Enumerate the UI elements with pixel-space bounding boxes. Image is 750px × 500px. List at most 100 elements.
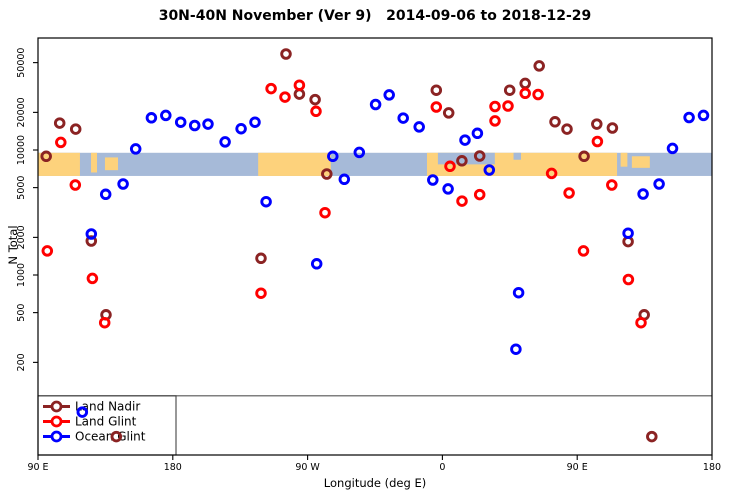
point-land-nadir bbox=[591, 118, 603, 130]
x-tick-label: 90 W bbox=[295, 462, 320, 473]
point-land-glint bbox=[519, 87, 531, 100]
map-band-land-segment bbox=[38, 152, 80, 176]
x-tick-label: 0 bbox=[439, 462, 445, 473]
point-ocean-glint bbox=[160, 109, 172, 122]
point-ocean-glint bbox=[129, 143, 142, 155]
legend-label: Ocean Glint bbox=[75, 430, 146, 444]
point-land-nadir bbox=[473, 150, 486, 162]
point-ocean-glint bbox=[683, 111, 695, 124]
point-land-glint bbox=[430, 101, 443, 113]
point-land-glint bbox=[563, 187, 575, 199]
point-land-glint bbox=[456, 195, 468, 207]
point-land-glint bbox=[310, 105, 322, 118]
point-land-glint bbox=[606, 179, 618, 191]
point-land-glint bbox=[489, 115, 501, 127]
point-ocean-glint bbox=[249, 116, 261, 128]
point-land-glint bbox=[444, 160, 456, 173]
y-tick-label: 50000 bbox=[16, 48, 27, 78]
point-land-nadir bbox=[69, 123, 82, 135]
legend-marker-circle bbox=[50, 415, 63, 428]
legend-label: Land Nadir bbox=[75, 400, 140, 414]
point-land-nadir bbox=[280, 48, 292, 60]
point-land-nadir bbox=[549, 116, 561, 128]
point-land-glint bbox=[255, 287, 267, 299]
point-land-glint bbox=[41, 245, 54, 257]
point-ocean-glint bbox=[510, 343, 522, 355]
point-land-glint bbox=[293, 79, 306, 91]
point-land-glint bbox=[265, 82, 277, 95]
y-tick-label: 500 bbox=[16, 304, 27, 322]
map-band-land-segment bbox=[631, 156, 650, 168]
x-axis-title: Longitude (deg E) bbox=[323, 476, 427, 490]
map-band-land-segment bbox=[104, 157, 118, 171]
point-land-glint bbox=[69, 179, 82, 191]
point-ocean-glint bbox=[471, 127, 484, 140]
legend-label: Land Glint bbox=[75, 415, 137, 429]
point-ocean-glint bbox=[383, 89, 395, 101]
y-tick-label: 5000 bbox=[16, 176, 27, 200]
point-land-nadir bbox=[110, 430, 123, 443]
plot-border bbox=[37, 37, 713, 456]
point-ocean-glint bbox=[260, 195, 272, 208]
point-land-nadir bbox=[85, 235, 98, 247]
point-land-nadir bbox=[442, 107, 455, 119]
point-land-glint bbox=[591, 135, 604, 148]
point-ocean-glint bbox=[85, 228, 98, 240]
point-land-glint bbox=[55, 136, 67, 149]
point-ocean-glint bbox=[442, 183, 454, 195]
point-ocean-glint bbox=[637, 188, 649, 200]
y-axis-title: N Total bbox=[6, 225, 20, 265]
point-land-glint bbox=[502, 100, 514, 112]
point-land-nadir bbox=[40, 150, 52, 163]
point-land-nadir bbox=[578, 150, 590, 163]
point-ocean-glint bbox=[427, 174, 439, 186]
point-land-nadir bbox=[561, 123, 573, 135]
x-tick-label: 90 E bbox=[567, 462, 588, 473]
point-ocean-glint bbox=[219, 136, 231, 148]
point-ocean-glint bbox=[622, 227, 634, 239]
point-ocean-glint bbox=[99, 188, 112, 201]
point-ocean-glint bbox=[145, 112, 158, 124]
point-ocean-glint bbox=[235, 122, 247, 135]
point-ocean-glint bbox=[697, 109, 710, 122]
y-tick-label: 1000 bbox=[16, 263, 27, 287]
point-ocean-glint bbox=[310, 258, 323, 270]
point-land-glint bbox=[577, 245, 590, 257]
point-land-nadir bbox=[456, 155, 468, 167]
x-tick-label: 90 E bbox=[27, 462, 48, 473]
point-ocean-glint bbox=[397, 112, 409, 124]
point-ocean-glint bbox=[174, 116, 187, 128]
point-land-glint bbox=[86, 272, 99, 285]
point-ocean-glint bbox=[653, 178, 665, 190]
legend-marker-circle bbox=[50, 400, 63, 413]
y-tick-label: 20000 bbox=[16, 97, 27, 127]
point-ocean-glint bbox=[327, 150, 339, 163]
point-land-nadir bbox=[503, 84, 516, 96]
point-land-glint bbox=[545, 167, 558, 180]
point-ocean-glint bbox=[666, 142, 679, 155]
point-ocean-glint bbox=[483, 164, 496, 176]
point-ocean-glint bbox=[459, 134, 471, 146]
point-ocean-glint bbox=[188, 119, 201, 132]
point-land-nadir bbox=[53, 117, 66, 129]
point-land-glint bbox=[622, 273, 635, 286]
map-band-land-segment bbox=[620, 152, 628, 167]
point-land-glint bbox=[532, 88, 544, 101]
point-land-glint bbox=[319, 206, 331, 219]
point-ocean-glint bbox=[413, 121, 425, 133]
point-ocean-glint bbox=[512, 286, 525, 299]
point-land-nadir bbox=[321, 168, 333, 180]
x-tick-label: 180 bbox=[703, 462, 721, 473]
point-land-glint bbox=[98, 316, 111, 329]
point-land-nadir bbox=[309, 93, 321, 106]
map-band-sea-patch bbox=[513, 152, 522, 160]
point-ocean-glint bbox=[117, 178, 129, 190]
point-land-nadir bbox=[255, 252, 267, 265]
point-ocean-glint bbox=[202, 118, 214, 130]
point-land-glint bbox=[279, 91, 291, 103]
point-land-nadir bbox=[519, 77, 531, 90]
y-tick-label: 2000 bbox=[16, 225, 27, 249]
point-land-nadir bbox=[430, 84, 443, 96]
